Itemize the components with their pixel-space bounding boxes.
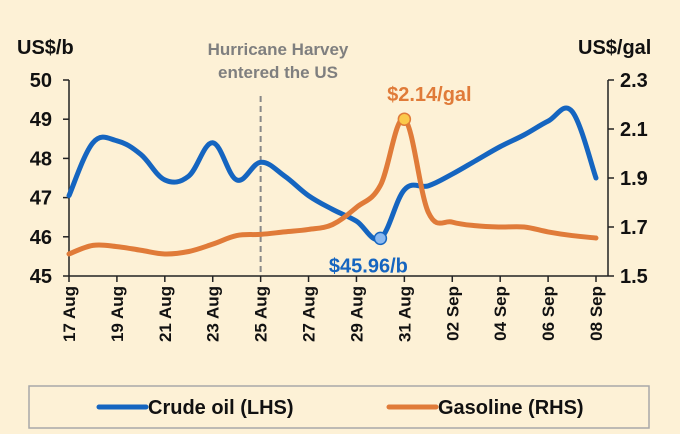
gasoline-line — [66, 116, 599, 257]
crude-min-label: $45.96/b — [329, 255, 408, 277]
right-tick-label: 1.7 — [620, 217, 648, 239]
gasoline-peak-label: $2.14/gal — [387, 84, 472, 106]
x-tick-label: 02 Sep — [443, 286, 462, 341]
left-tick-label: 48 — [30, 148, 52, 170]
right-tick-label: 1.9 — [620, 168, 648, 190]
gasoline-peak-marker — [397, 112, 412, 126]
left-tick-label: 50 — [30, 70, 52, 92]
x-tick-label: 27 Aug — [300, 286, 319, 342]
legend-label-crude: Crude oil (LHS) — [148, 397, 294, 419]
x-tick-label: 25 Aug — [252, 286, 271, 342]
right-tick-label: 2.3 — [620, 70, 648, 92]
left-tick-label: 45 — [30, 266, 52, 288]
legend: Crude oil (LHS) Gasoline (RHS) — [28, 385, 650, 429]
left-tick-label: 46 — [30, 227, 52, 249]
right-tick-label: 2.1 — [620, 119, 648, 141]
crude-oil-line — [66, 105, 599, 242]
right-axis-title: US$/gal — [578, 37, 651, 59]
legend-box — [28, 385, 650, 429]
legend-label-gasoline: Gasoline (RHS) — [438, 397, 584, 419]
event-annotation-line1: Hurricane Harvey — [208, 40, 349, 59]
x-tick-label: 17 Aug — [60, 286, 79, 342]
x-tick-label: 04 Sep — [491, 286, 510, 341]
x-tick-label: 31 Aug — [395, 286, 414, 342]
left-tick-label: 47 — [30, 188, 52, 210]
x-tick-label: 06 Sep — [539, 286, 558, 341]
x-tick-label: 21 Aug — [156, 286, 175, 342]
right-tick-label: 1.5 — [620, 266, 648, 288]
event-annotation-line2: entered the US — [218, 63, 338, 82]
x-tick-label: 19 Aug — [108, 286, 127, 342]
plot-area: 45 46 47 48 49 50 1.5 1.7 1.9 2.1 2.3 17 Aug 19 Aug 2… — [30, 70, 648, 342]
x-tick-label: 23 Aug — [204, 286, 223, 342]
x-tick-label: 08 Sep — [587, 286, 606, 341]
x-tick-label: 29 Aug — [347, 286, 366, 342]
left-axis-title: US$/b — [17, 37, 74, 59]
left-tick-label: 49 — [30, 109, 52, 131]
crude-min-marker — [373, 231, 388, 246]
